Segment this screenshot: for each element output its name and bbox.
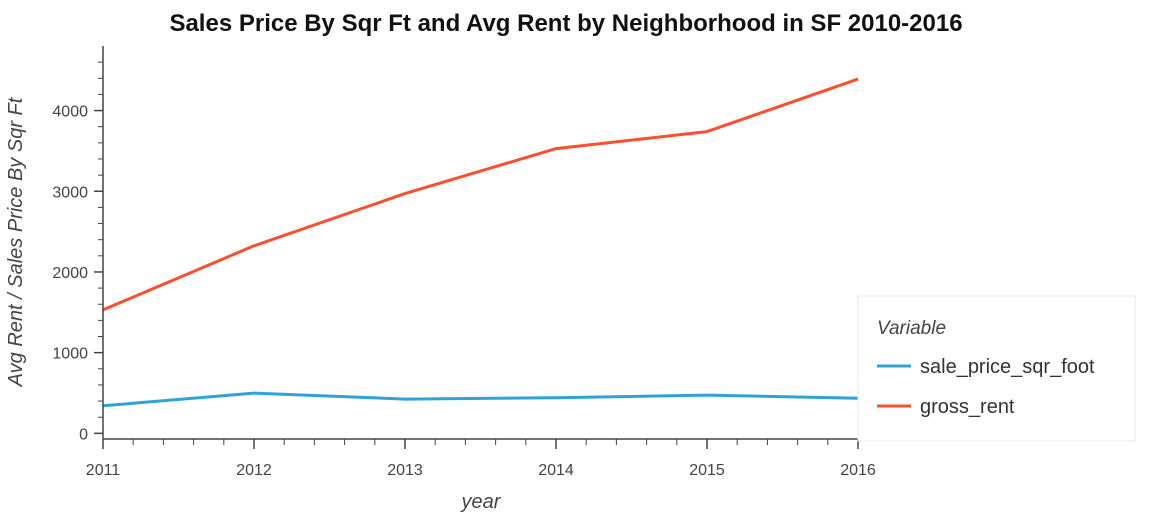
y-tick-label: 1000	[52, 346, 88, 363]
x-tick-label: 2012	[236, 462, 272, 479]
y-tick-label: 0	[79, 426, 88, 443]
series-line-gross-rent	[102, 77, 859, 312]
plot-area	[102, 77, 859, 408]
x-axis: 2011 2012 2013 2014 2015 2016	[86, 438, 876, 479]
x-axis-label: year	[460, 491, 502, 513]
legend-box	[857, 295, 1136, 442]
y-tick-label: 2000	[52, 265, 88, 282]
legend-label: sale_price_sqr_foot	[920, 356, 1095, 378]
x-tick-label: 2014	[538, 462, 574, 479]
y-axis: 0 1000 2000 3000 4000	[52, 46, 104, 443]
x-tick-label: 2013	[387, 462, 423, 479]
x-tick-label: 2015	[689, 462, 725, 479]
legend-label: gross_rent	[920, 396, 1015, 418]
y-tick-label: 4000	[52, 104, 88, 121]
series-line-sale-price-sqr-foot	[102, 391, 859, 408]
chart-title: Sales Price By Sqr Ft and Avg Rent by Ne…	[169, 10, 962, 37]
legend: Variable sale_price_sqr_foot gross_rent	[857, 295, 1136, 442]
y-tick-label: 3000	[52, 184, 88, 201]
x-tick-label: 2011	[86, 462, 121, 479]
y-axis-label: Avg Rent / Sales Price By Sqr Ft	[5, 96, 27, 387]
x-tick-label: 2016	[840, 462, 876, 479]
legend-title: Variable	[877, 318, 946, 339]
